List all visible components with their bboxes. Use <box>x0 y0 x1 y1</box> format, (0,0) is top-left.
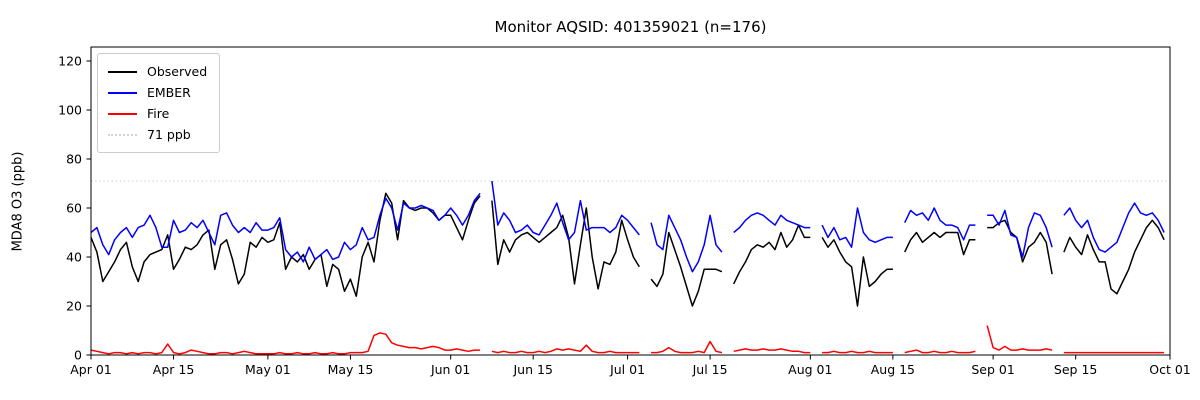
x-tick-label: Oct 01 <box>1149 362 1191 377</box>
legend-entry-observed: Observed <box>108 61 207 82</box>
y-tick-label: 60 <box>66 201 82 216</box>
legend-line-sample <box>108 70 137 73</box>
legend-line-sample <box>108 133 137 136</box>
x-tick-label: Sep 01 <box>971 362 1014 377</box>
legend-label: EMBER <box>147 85 191 100</box>
x-tick-label: Jun 15 <box>513 362 553 377</box>
fire-line <box>90 325 1165 355</box>
y-tick-label: 20 <box>66 299 82 314</box>
legend-entry-ember: EMBER <box>108 82 207 103</box>
x-tick-label: Aug 01 <box>788 362 832 377</box>
y-tick-label: 100 <box>58 103 82 118</box>
y-tick-label: 80 <box>66 152 82 167</box>
legend-line-sample <box>108 112 137 115</box>
legend-label: 71 ppb <box>147 127 191 142</box>
y-axis-label: MDA8 O3 (ppb) <box>10 151 26 252</box>
legend-label: Fire <box>147 106 170 121</box>
x-tick-label: Aug 15 <box>871 362 915 377</box>
x-tick-label: May 01 <box>245 362 291 377</box>
y-tick-label: 0 <box>74 348 82 363</box>
x-tick-label: May 15 <box>328 362 374 377</box>
legend-line-sample <box>108 91 137 94</box>
legend-entry-fire: Fire <box>108 103 207 124</box>
x-tick-label: Apr 15 <box>153 362 195 377</box>
x-tick-label: Jul 01 <box>609 362 645 377</box>
ember-line <box>90 180 1165 273</box>
plot-border <box>90 46 1171 356</box>
x-tick-label: Apr 01 <box>70 362 112 377</box>
legend-entry-71-ppb: 71 ppb <box>108 124 207 145</box>
chart-title: Monitor AQSID: 401359021 (n=176) <box>494 18 767 36</box>
y-tick-label: 40 <box>66 250 82 265</box>
y-tick-label: 120 <box>58 54 82 69</box>
x-tick-label: Jun 01 <box>430 362 470 377</box>
legend: Observed EMBER Fire 71 ppb <box>97 53 221 153</box>
legend-label: Observed <box>147 64 208 79</box>
observed-line <box>90 192 1165 307</box>
x-tick-label: Jul 15 <box>692 362 728 377</box>
x-tick-label: Sep 15 <box>1054 362 1097 377</box>
